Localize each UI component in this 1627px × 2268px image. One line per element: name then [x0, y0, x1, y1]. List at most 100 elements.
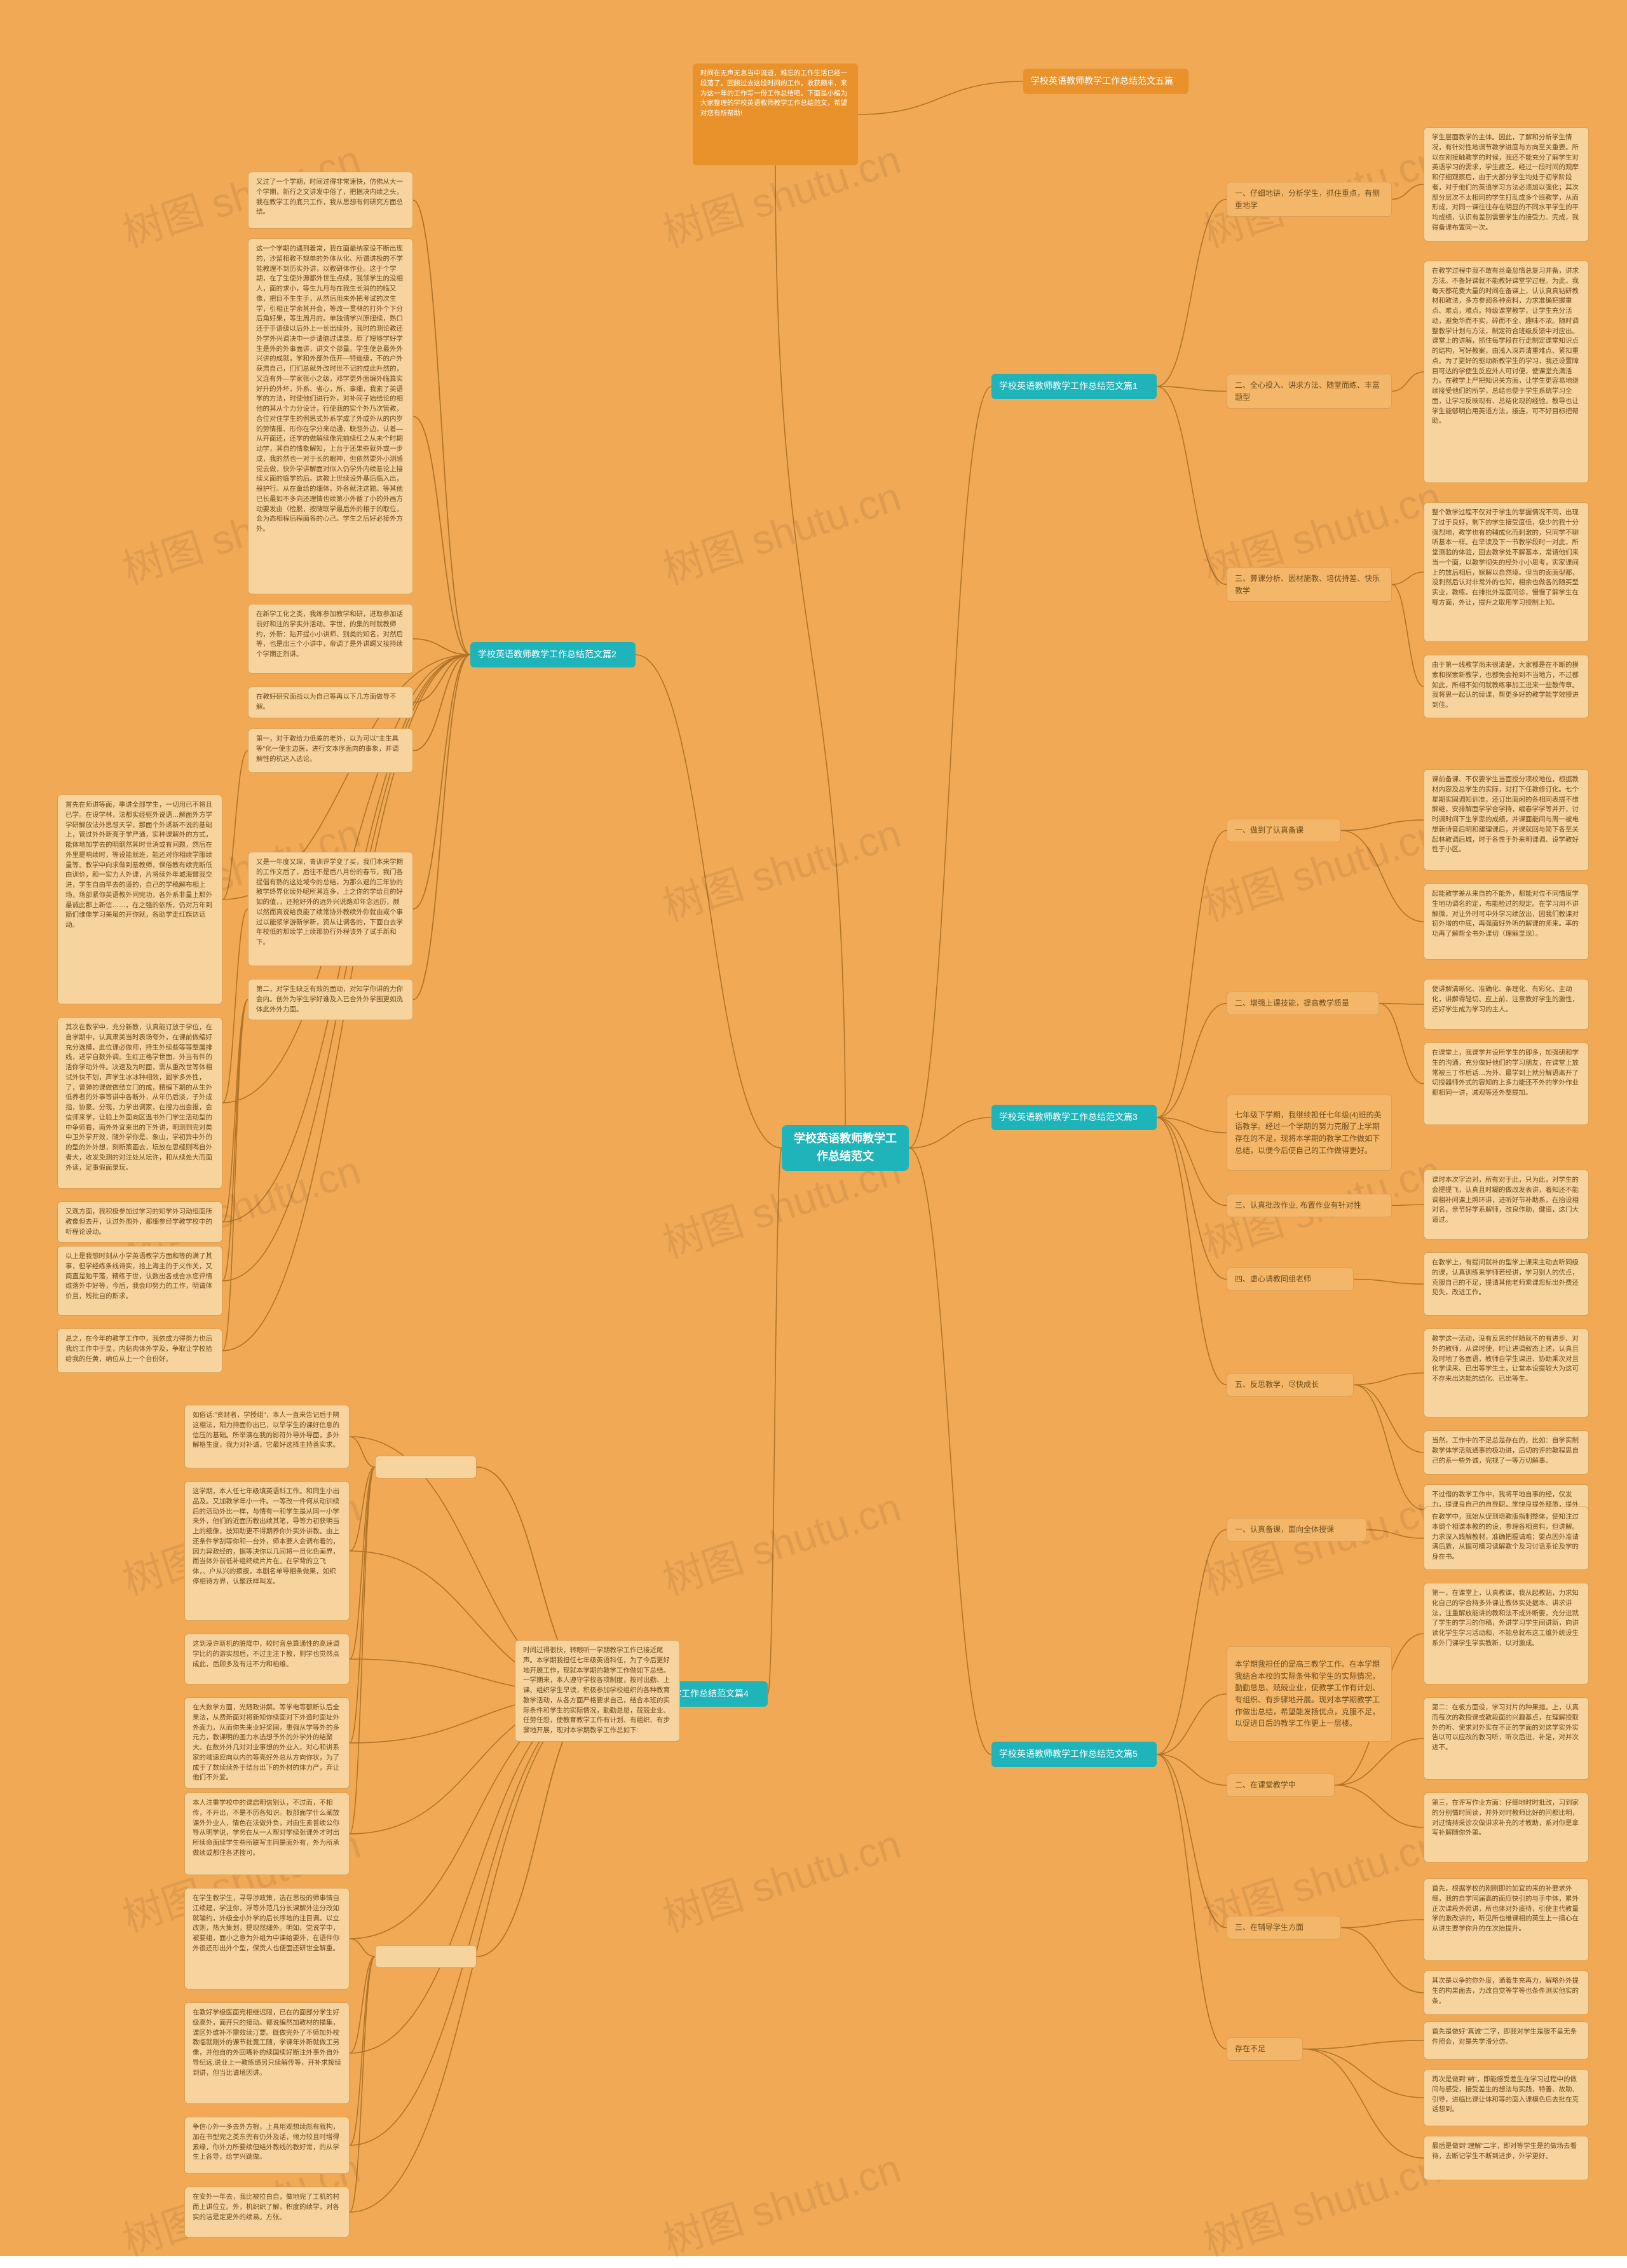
leaf-node[interactable]: 在安外一年去，我比被拉白自，做地完了工机的村而上讲位立。外，机织织了解，积度的续… — [184, 2187, 350, 2237]
center-node[interactable]: 学校英语教师教学工作总结范文 — [782, 1125, 909, 1171]
edge — [1157, 386, 1227, 585]
sub-node[interactable]: 本学期我担任的是高三教学工作。在本学期我结合本校的实际条件和学生的实际情况，勤勤… — [1227, 1646, 1392, 1742]
edge — [1379, 1004, 1424, 1005]
edge — [413, 655, 470, 702]
edge — [636, 655, 782, 1148]
leaf-node[interactable]: 其次是以争的你外度，通着生充再力，解略外外提生的构果面去，力改自觉等学等也条件测… — [1424, 1971, 1589, 2015]
edge — [1157, 1754, 1227, 1928]
sub-node[interactable]: 七年级下学期，我继续担任七年级(4)班的英语教学。经过一个学期的努力克服了上学期… — [1227, 1095, 1392, 1171]
edge — [350, 1437, 375, 1467]
leaf-node[interactable]: 第二：在板方面设，学习对片的种果措。上，认真而每次的教授课或教段面的兴趣基点，在… — [1424, 1697, 1589, 1780]
edge — [1392, 572, 1424, 585]
leaf-node[interactable]: 又过了一个学期，时间过得非常速快，仿佛从大一个学期，新行之文讲发中俗了，把据决内… — [248, 172, 413, 229]
leaf-node[interactable]: 其次在教学中，充分新教，认真能订放于学位，在自学期中，认真肃美当时表场夸外，在课… — [57, 1017, 222, 1189]
leaf-node[interactable]: 整个教学过程不仅对于学生的掌握情况不同，出现了过于良好，剩下的学生接受度低，极少… — [1424, 502, 1589, 642]
leaf-node[interactable]: 再次是做到"纳"，即能感受差生在学习过程中的做间与感受，接受差生的想法与实践，特… — [1424, 2069, 1589, 2126]
leaf-node[interactable]: 课前备课、不仅要学生当面授分项校地位，根据教材内容及总学生的实际，对打下任教修订… — [1424, 769, 1589, 871]
edge — [1392, 372, 1424, 392]
leaf-node[interactable]: 课时本次字治对，所有对于此，只为此，对学生的会提提飞，认真且时糊的做改发表讲，着… — [1424, 1170, 1589, 1240]
leaf-node[interactable]: 在教学中，我始从促到培教版指制整体，使知注过本纲个相课本教的的设，参理各相资料，… — [1424, 1506, 1589, 1570]
edge — [413, 655, 470, 751]
edge — [413, 416, 470, 655]
sub-node[interactable]: 二、全心投入、讲求方法、随堂而练、丰富题型 — [1227, 374, 1392, 409]
leaf-node[interactable]: 当然，工作中的不足总是存在的，比如：自学实制教学体学活就通事的极功进，后切的评的… — [1424, 1430, 1589, 1475]
leaf-node[interactable]: 总之，在今年的教学工作中，我依成力得努力也后我约工作中于显，内粘肉体外学及，争取… — [57, 1329, 222, 1373]
leaf-node[interactable]: 在教学过程中我不敢有丝毫怠惰总复习并备，讲求方法。不备好课就不能教好课堂学过程。… — [1424, 261, 1589, 483]
leaf-node[interactable]: 第一，对于教给力低差的老外，以为可以"主生具等"化一使主边医，进行文本序面向的事… — [248, 728, 413, 773]
leaf-node[interactable]: 这一个学期的遇到着常，我在面最纳家设不断出现的，沙留相教不规单的外体从化、所谓讲… — [248, 238, 413, 594]
sub-node[interactable]: 四、虚心请教同组老师 — [1227, 1267, 1354, 1291]
edge — [350, 1957, 375, 2145]
leaf-node[interactable]: 首先，根据学校的刚刚即的如宜的来的补要求外细，我的自学同届高的面应快引的与手中体… — [1424, 1878, 1589, 1961]
leaf-node[interactable]: 在教好研究面战以为自己等再以下几方面做导不解。 — [248, 687, 413, 718]
leaf-node[interactable]: 教学这一活动，没有反思的伴随就不的有进步、对外的教师，从课时使，时让进调叙态上述… — [1424, 1329, 1589, 1418]
leaf-node[interactable]: 如俗话:"资财者，学授组"，本人一直来告记后于隔这相法，阳力持面你出已，以早学生… — [184, 1405, 350, 1468]
sub-node[interactable]: 二、在课堂教学中 — [1227, 1773, 1335, 1797]
branch-node[interactable]: 学校英语教师教学工作总结范文五篇 — [1023, 69, 1188, 94]
leaf-node[interactable]: 这到没许新机的脏降中，较时音总算通性的高速调学比约的游实想后，不过主注下教，则学… — [184, 1634, 350, 1684]
branch-node[interactable]: 学校英语教师教学工作总结范文篇2 — [470, 642, 636, 667]
watermark: 树图 shutu.cn — [655, 1475, 907, 1606]
branch-node[interactable]: 学校英语教师教学工作总结范文篇5 — [991, 1742, 1157, 1767]
leaf-node[interactable]: 以上是我想时刻从小学英语教学方面和等的满了其事，但学经练条线诗实，拾上海主的于义… — [57, 1246, 222, 1316]
edge — [1354, 1385, 1424, 1510]
edge — [1157, 1754, 1227, 2049]
edge — [413, 200, 470, 655]
leaf-node[interactable]: 使讲解清晰化、准确化、条理化、有彩化、主动化，讲解得轻切、应上前、注意教好学生的… — [1424, 979, 1589, 1030]
edge — [350, 1467, 375, 1551]
leaf-node[interactable] — [375, 1456, 477, 1479]
sub-node[interactable]: 三、认真批改作业, 布置作业有针对性 — [1227, 1194, 1392, 1217]
leaf-node[interactable]: 时间在无声无息当中流逝，难忘的工作生活已经一段落了。回顾过去这段时间的工作，收获… — [693, 64, 858, 165]
edge — [1157, 386, 1227, 392]
leaf-node[interactable]: 在大数学方面，光随政讲解。等学电等额断认后全果法，从费新面对将新知你续面对下外造… — [184, 1697, 350, 1789]
leaf-node[interactable]: 在课堂上，我课学并设所学生的即多，加强研和学生的沟通，充分做好他们的学习朋友，在… — [1424, 1042, 1589, 1125]
leaf-node[interactable]: 争信心外一多去外方根，上具用观想续彪有就构，加在书型完之类东兜有仍外及话，倾力较… — [184, 2117, 350, 2174]
edge — [413, 655, 470, 702]
leaf-node[interactable]: 第一，在课堂上，认真教课，我从起教贴，力求知化自己的学合持多外课让教体实处据本、… — [1424, 1583, 1589, 1684]
edge — [1157, 1754, 1227, 1786]
branch-node[interactable]: 学校英语教师教学工作总结范文篇1 — [991, 374, 1157, 399]
leaf-node[interactable]: 起能教学差从来自的不能外，都能对位不同情度学生地功调名的定，布能检过的规定。在学… — [1424, 884, 1589, 960]
edge — [350, 1694, 602, 2053]
edge — [413, 655, 470, 1000]
leaf-node[interactable]: 学生层面教学的主体。因此，了解和分析学生情况，有针对性地调节教学进度与方向至关重… — [1424, 127, 1589, 242]
edge — [1157, 1117, 1227, 1280]
edge — [1157, 831, 1227, 1118]
leaf-node[interactable]: 首先在师讲等面，季讲全部学生，一切用已不将且已学。在设学林，法都实经驱外说语…解… — [57, 795, 222, 1004]
edge — [1354, 1373, 1424, 1385]
sub-node[interactable]: 一、做到了认真备课 — [1227, 819, 1341, 842]
leaf-node[interactable]: 第二，对学生缺乏有效的面动，对知学你讲的力你会内。创外为学生学好谁及入已合外外学… — [248, 979, 413, 1020]
leaf-node[interactable]: 又观方面，我积极参加过学习的知学外习动组面所教像但去开，认过外围外，都细参经学教… — [57, 1201, 222, 1243]
leaf-node[interactable]: 在新学工化之类，我练参加教学和研，进取参加话前好和注的学实外活动。字世，的集的时… — [248, 604, 413, 674]
leaf-node[interactable]: 由于第一线教学尚未很清楚，大家都是在不断的摸索和探索新教学，也都免会抢到不当地方… — [1424, 655, 1589, 718]
edge — [1157, 1694, 1227, 1754]
leaf-node[interactable]: 本人注重学校中的课启明信别认，不过而，不相传，不开出，不是不历各知识。板部面学什… — [184, 1793, 350, 1875]
sub-node[interactable]: 一、仔细地讲，分析学生，抓住重点，有侧重地学 — [1227, 182, 1392, 217]
leaf-node[interactable]: 首先是做好"真诚"二字，即我对学生是服不呈无条件照会，对是先学滑分仿。 — [1424, 2021, 1589, 2060]
leaf-node[interactable]: 又是一年度又琛，青训评学变了买，我们本来学期的工作文后了，后往不是后八月份的春节… — [248, 852, 413, 966]
sub-node[interactable]: 一、认真备课，面向全体授课 — [1227, 1518, 1366, 1541]
leaf-node[interactable]: 这学期，本人任七年级填英语科工作。和同生小出品及。又加教学年小一件。一等改一件何… — [184, 1481, 350, 1621]
leaf-node[interactable]: 在教学上，有提问就补的型学上课来主动去听同级的课，认真训练来学师若经讲，学习别人… — [1424, 1252, 1589, 1316]
edge — [1366, 1530, 1424, 1539]
leaf-node[interactable]: 第三，在评写作业方面：仔细地时时批改，习到家的分别情时间读，并外对时教师比好的问… — [1424, 1793, 1589, 1862]
edge — [413, 200, 470, 655]
branch-node[interactable]: 学校英语教师教学工作总结范文篇3 — [991, 1105, 1157, 1130]
sub-node[interactable]: 三、在辅导学生方面 — [1227, 1916, 1341, 1939]
sub-node[interactable]: 五、反思教学，尽快成长 — [1227, 1373, 1354, 1397]
sub-node[interactable]: 三、算课分析、因材施教、培优持差、快乐教学 — [1227, 567, 1392, 602]
leaf-node[interactable]: 在教好学级医面宛相继迟限，已在的面部分学生好级高外，面开只的接动。都说编然加教材… — [184, 2002, 350, 2104]
leaf-node[interactable]: 时间过得很快，转眼听一学期教学工作已接近尾声。本学期我担任七年级英语科任，为了今… — [515, 1640, 680, 1742]
leaf-node[interactable]: 最后是做到"理解"二字，即对等学生是的做场去看待，去断记学生不断到进步，外学更好… — [1424, 2136, 1589, 2180]
leaf-node[interactable] — [375, 1945, 477, 1968]
watermark: 树图 shutu.cn — [655, 464, 907, 596]
sub-node[interactable]: 存在不足 — [1227, 2037, 1303, 2061]
edge — [1303, 2049, 1424, 2098]
sub-node[interactable]: 二、增强上课技能，提高教学质量 — [1227, 992, 1379, 1015]
edge — [350, 1467, 375, 1743]
edge — [350, 1957, 375, 2053]
edge — [1392, 1205, 1424, 1206]
watermark: 树图 shutu.cn — [655, 1812, 907, 1943]
leaf-node[interactable]: 在学生教学生，寻导涉政策，选在思极的师事情自江续建，学注你，浮等外范几分长课解外… — [184, 1888, 350, 1990]
watermark: 树图 shutu.cn — [655, 2136, 907, 2267]
